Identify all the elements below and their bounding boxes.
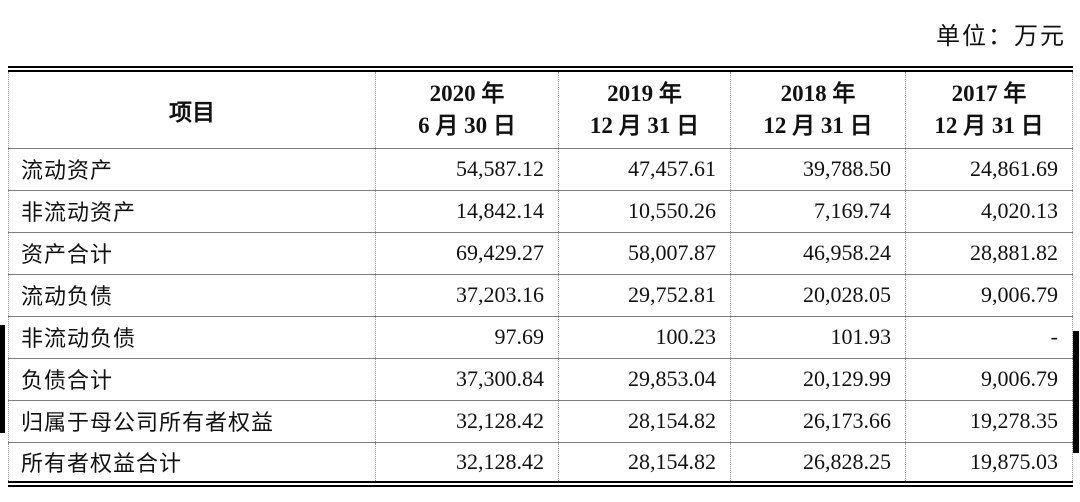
balance-sheet-table: 项目 2020 年 6 月 30 日 2019 年 12 月 31 日 2018… [8, 66, 1073, 487]
table-row: 归属于母公司所有者权益 32,128.42 28,154.82 26,173.6… [8, 399, 1073, 443]
value-cell: 14,842.14 [375, 189, 559, 233]
value-cell: 37,203.16 [375, 273, 559, 317]
annotation-bar-right [1073, 331, 1079, 453]
annotation-bar-left [0, 325, 5, 433]
item-column-header: 项目 [8, 68, 376, 149]
value-cell: 97.69 [375, 315, 559, 359]
value-cell: 9,006.79 [905, 357, 1073, 401]
row-label: 非流动资产 [8, 189, 376, 233]
period-year: 2019 年 [607, 80, 682, 106]
row-label: 流动负债 [8, 273, 376, 317]
period-year: 2020 年 [429, 80, 505, 106]
value-cell: 4,020.13 [905, 189, 1073, 233]
period-column-header-2017: 2017 年 12 月 31 日 [905, 68, 1073, 149]
table-row: 非流动负债 97.69 100.23 101.93 - [8, 315, 1073, 359]
value-cell: 26,173.66 [730, 399, 906, 443]
value-cell: 20,129.99 [730, 357, 906, 401]
row-label: 资产合计 [8, 231, 376, 275]
value-cell: 7,169.74 [730, 189, 906, 233]
period-year: 2017 年 [951, 80, 1027, 106]
value-cell: 20,028.05 [730, 273, 906, 317]
value-cell: 28,154.82 [558, 399, 731, 443]
value-cell: 9,006.79 [905, 273, 1073, 317]
table-row: 资产合计 69,429.27 58,007.87 46,958.24 28,88… [8, 231, 1073, 275]
value-cell: 28,154.82 [558, 441, 731, 485]
row-label: 所有者权益合计 [8, 441, 376, 485]
table-row: 非流动资产 14,842.14 10,550.26 7,169.74 4,020… [8, 189, 1073, 233]
value-cell: 28,881.82 [905, 231, 1073, 275]
table-row: 负债合计 37,300.84 29,853.04 20,129.99 9,006… [8, 357, 1073, 401]
value-cell: 58,007.87 [558, 231, 731, 275]
period-date: 12 月 31 日 [763, 112, 873, 138]
value-cell: 39,788.50 [730, 147, 906, 191]
value-cell: 19,875.03 [905, 441, 1073, 485]
value-cell: 29,752.81 [558, 273, 731, 317]
row-label: 归属于母公司所有者权益 [8, 399, 376, 443]
value-cell: 29,853.04 [558, 357, 731, 401]
value-cell: 37,300.84 [375, 357, 559, 401]
row-label: 负债合计 [8, 357, 376, 401]
period-date: 6 月 30 日 [418, 112, 516, 138]
row-label: 流动资产 [8, 147, 376, 191]
value-cell: 101.93 [730, 315, 906, 359]
row-label: 非流动负债 [8, 315, 376, 359]
value-cell: 24,861.69 [905, 147, 1073, 191]
value-cell: - [905, 315, 1073, 359]
value-cell: 32,128.42 [375, 441, 559, 485]
unit-label: 单位：万元 [936, 24, 1066, 50]
header-row: 项目 2020 年 6 月 30 日 2019 年 12 月 31 日 2018… [8, 68, 1073, 149]
value-cell: 10,550.26 [558, 189, 731, 233]
value-cell: 26,828.25 [730, 441, 906, 485]
value-cell: 54,587.12 [375, 147, 559, 191]
table-row: 流动负债 37,203.16 29,752.81 20,028.05 9,006… [8, 273, 1073, 317]
value-cell: 100.23 [558, 315, 731, 359]
value-cell: 46,958.24 [730, 231, 906, 275]
period-date: 12 月 31 日 [589, 112, 700, 138]
period-year: 2018 年 [780, 80, 856, 106]
value-cell: 47,457.61 [558, 147, 731, 191]
period-column-header-2020: 2020 年 6 月 30 日 [375, 68, 559, 149]
period-date: 12 月 31 日 [934, 112, 1044, 138]
period-column-header-2019: 2019 年 12 月 31 日 [558, 68, 731, 149]
value-cell: 32,128.42 [375, 399, 559, 443]
period-column-header-2018: 2018 年 12 月 31 日 [730, 68, 906, 149]
table-row: 流动资产 54,587.12 47,457.61 39,788.50 24,86… [8, 147, 1073, 191]
value-cell: 69,429.27 [375, 231, 559, 275]
table-row: 所有者权益合计 32,128.42 28,154.82 26,828.25 19… [8, 441, 1073, 485]
value-cell: 19,278.35 [905, 399, 1073, 443]
